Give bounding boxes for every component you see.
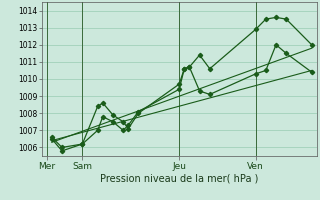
X-axis label: Pression niveau de la mer( hPa ): Pression niveau de la mer( hPa ) <box>100 173 258 183</box>
